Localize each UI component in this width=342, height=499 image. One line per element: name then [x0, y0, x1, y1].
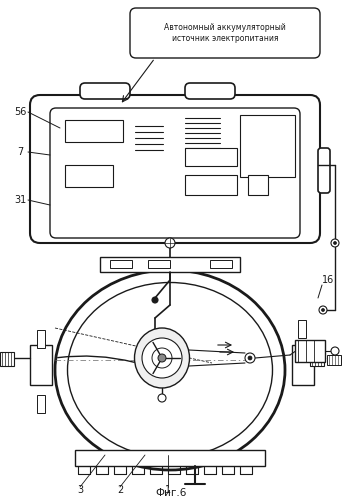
- Circle shape: [331, 347, 339, 355]
- Text: Фиг.6: Фиг.6: [155, 488, 187, 498]
- Bar: [292, 345, 314, 385]
- Circle shape: [165, 238, 175, 248]
- Bar: [310, 352, 324, 366]
- Circle shape: [319, 306, 327, 314]
- Bar: [100, 257, 240, 272]
- FancyBboxPatch shape: [130, 8, 320, 58]
- Text: 56: 56: [14, 107, 26, 117]
- Bar: [65, 120, 123, 142]
- Bar: [210, 260, 232, 268]
- Text: 7: 7: [17, 147, 23, 157]
- Circle shape: [152, 348, 172, 368]
- Ellipse shape: [67, 282, 273, 458]
- Circle shape: [331, 239, 339, 247]
- Circle shape: [158, 354, 166, 362]
- Circle shape: [142, 338, 182, 378]
- Bar: [185, 148, 237, 166]
- FancyBboxPatch shape: [185, 83, 235, 99]
- FancyBboxPatch shape: [318, 148, 330, 193]
- Bar: [148, 260, 170, 268]
- FancyBboxPatch shape: [50, 108, 300, 238]
- Ellipse shape: [55, 270, 285, 470]
- Circle shape: [333, 242, 337, 245]
- FancyBboxPatch shape: [80, 83, 130, 99]
- Bar: [240, 115, 295, 177]
- Bar: [30, 345, 52, 385]
- Bar: [248, 175, 268, 195]
- Text: 1: 1: [165, 485, 171, 495]
- Bar: [327, 355, 341, 365]
- Circle shape: [158, 394, 166, 402]
- Bar: [37, 330, 45, 348]
- Bar: [110, 260, 132, 268]
- Bar: [75, 450, 265, 466]
- FancyBboxPatch shape: [30, 95, 320, 243]
- Bar: [295, 340, 325, 362]
- Text: 31: 31: [14, 195, 26, 205]
- Text: 16: 16: [322, 275, 334, 285]
- Circle shape: [152, 297, 158, 303]
- Text: 2: 2: [117, 485, 123, 495]
- Bar: [0, 352, 14, 366]
- Bar: [65, 165, 113, 187]
- Bar: [185, 175, 237, 195]
- Bar: [298, 320, 306, 338]
- Bar: [37, 395, 45, 413]
- Ellipse shape: [134, 328, 189, 388]
- Text: Автономный аккумуляторный
источник электропитания: Автономный аккумуляторный источник элект…: [164, 23, 286, 43]
- Circle shape: [321, 308, 325, 311]
- Circle shape: [248, 356, 252, 360]
- Circle shape: [245, 353, 255, 363]
- Text: 3: 3: [77, 485, 83, 495]
